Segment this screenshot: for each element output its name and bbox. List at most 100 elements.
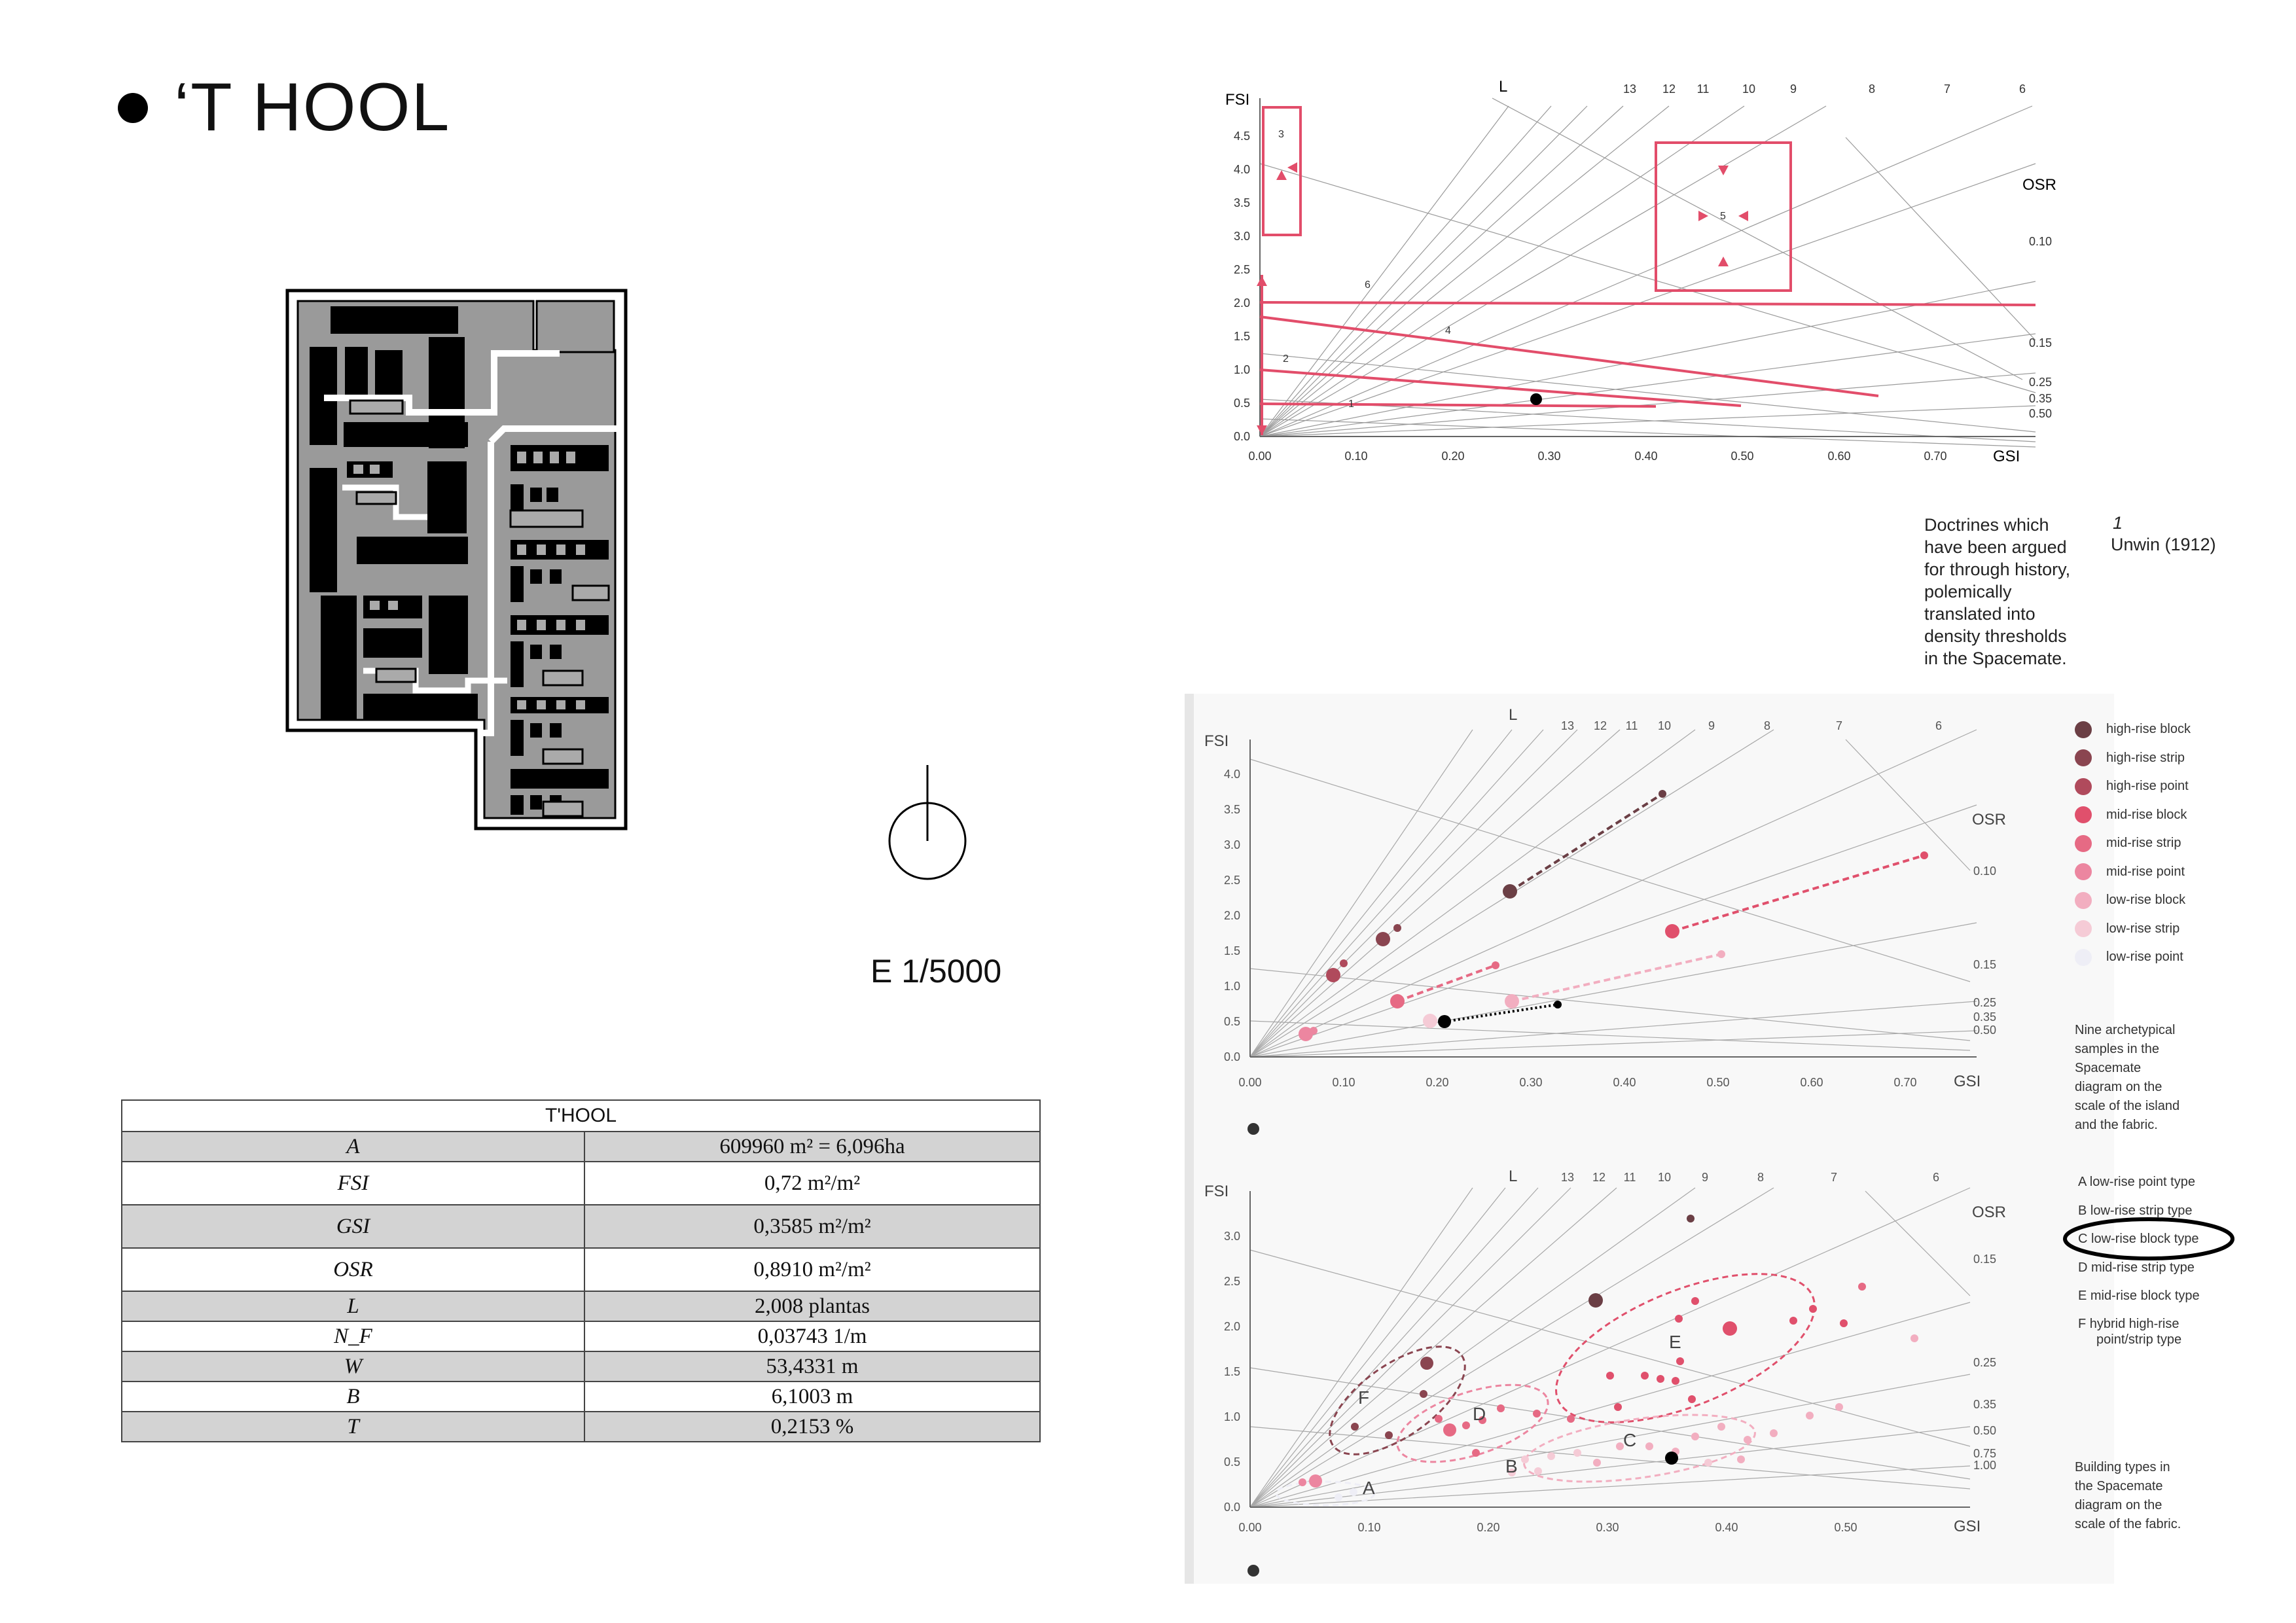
data-point [1505,994,1519,1008]
cluster-ellipse [1523,1414,1756,1483]
reference-text: Unwin (1912) [2111,535,2216,554]
gsi-tick: 0.40 [1715,1521,1738,1534]
data-point [1858,1283,1866,1291]
osr-tick: 0.75 [1973,1447,1996,1460]
fsi-tick: 3.5 [1234,196,1250,209]
cluster-ellipse [1329,1346,1466,1455]
bullet-icon [118,92,148,123]
data-point [1390,994,1405,1008]
type-item: A low-rise point type [2078,1175,2195,1189]
doctrine-label: 1 [1348,399,1354,410]
cluster-ellipse [1555,1273,1816,1423]
data-point [1497,1404,1505,1412]
gsi-tick: 0.10 [1332,1076,1355,1089]
data-point [1789,1317,1797,1325]
legend-swatch [2075,777,2092,795]
type-item: point/strip type [2096,1332,2182,1347]
table-row: GSI 0,3585 m²/m² [121,1204,1041,1249]
osr-tick: 0.25 [2029,376,2052,389]
building-type-points [1299,1215,1918,1501]
data-point [1420,1390,1427,1398]
data-point [1376,932,1390,946]
table-row: T 0,2153 % [121,1411,1041,1442]
data-point [1676,1357,1684,1365]
spacemate-archetypes-diagrams: FSI GSI L OSR 0.0 0.5 1.0 1.5 2.0 2.5 3.… [1185,694,2114,1584]
legend-item: high-rise strip [2075,744,2191,773]
legend-swatch [2075,920,2092,938]
l-tick: 7 [1836,719,1842,732]
osr-tick: 0.10 [2029,235,2052,248]
fsi-tick: 4.0 [1234,163,1250,176]
type-item: F hybrid high-rise [2078,1316,2179,1331]
gsi-tick: 0.00 [1238,1076,1261,1089]
legend-item: mid-rise block [2075,801,2191,830]
cluster-ellipse [1275,1480,1376,1507]
data-point [1691,1297,1699,1305]
dashed-link [1511,953,1722,1003]
cluster-ellipse [1396,1383,1549,1463]
cluster-label: C [1623,1430,1636,1450]
fsi-tick: 0.0 [1234,430,1250,443]
doctrine-label: 4 [1445,325,1451,336]
doctrine-label: 6 [1365,279,1371,291]
data-point [1616,1442,1624,1450]
osr-tick: 0.25 [1973,1356,1996,1369]
l-axis-label: L [1499,78,1507,96]
data-point [1573,1449,1581,1457]
fsi-tick: 2.5 [1224,874,1240,887]
data-point [1309,1474,1322,1488]
page-title: ‘T HOOL [118,69,450,147]
osr-axis-label: OSR [1972,811,2006,829]
fsi-tick: 0.5 [1224,1455,1240,1469]
data-point [1809,1305,1817,1313]
cluster-label: F [1358,1387,1369,1408]
data-point [1835,1403,1843,1411]
data-point [1534,1467,1542,1475]
osr-axis-label: OSR [2022,176,2056,194]
l-tick: 7 [1944,82,1950,96]
data-point [1472,1449,1480,1457]
gsi-axis-label: GSI [1993,448,2020,465]
table-row: W 53,4331 m [121,1351,1041,1382]
fsi-tick: 1.0 [1224,980,1240,993]
table-row: L 2,008 plantas [121,1291,1041,1322]
dashed-link [1672,854,1925,933]
data-point [1547,1452,1555,1460]
data-point [1435,1415,1443,1423]
doctrine-label: 2 [1283,353,1289,365]
l-tick: 12 [1594,719,1607,732]
type-item: B low-rise strip type [2078,1203,2193,1218]
doctrine-label: 3 [1278,129,1284,140]
gsi-tick: 0.10 [1357,1521,1380,1534]
fsi-tick: 4.5 [1234,130,1250,143]
thool-point [1530,393,1542,405]
gsi-tick: 0.20 [1477,1521,1499,1534]
data-point [1717,1423,1725,1431]
data-point [1299,1027,1313,1041]
data-point [1299,1478,1306,1486]
gsi-tick: 0.60 [1800,1076,1823,1089]
fsi-tick: 3.0 [1224,838,1240,851]
building-type-list: A low-rise point type B low-rise strip t… [2078,1168,2200,1347]
legend-swatch [2075,806,2092,824]
osr-tick: 0.15 [1973,958,1996,971]
data-point [1688,1395,1696,1403]
legend-item: mid-rise strip [2075,829,2191,858]
data-point [1393,924,1401,932]
fsi-tick: 2.5 [1234,263,1250,276]
data-point [1606,1372,1614,1380]
data-point [1717,950,1725,958]
l-tick: 11 [1697,82,1710,96]
data-point [1335,1493,1342,1501]
grid-lines [1259,98,2036,448]
legend-swatch [2075,891,2092,909]
gsi-tick: 0.40 [1634,450,1657,463]
thool-point [1665,1452,1678,1465]
data-point [1554,1001,1562,1008]
legend-swatch [2075,749,2092,767]
doctrine-arrows [1257,162,1748,435]
osr-tick: 0.35 [1973,1398,1996,1411]
dashed-link [1509,793,1664,893]
data-point [1593,1459,1601,1467]
data-point [1503,884,1517,899]
